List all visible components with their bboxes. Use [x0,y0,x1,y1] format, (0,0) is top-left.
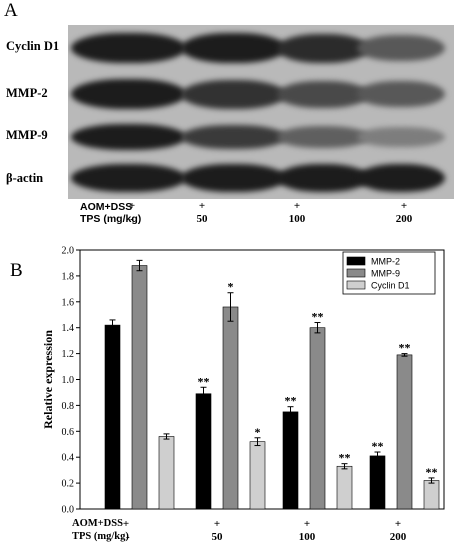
legend-swatch [346,256,366,266]
legend-swatch [346,280,366,290]
bar-mmp-9 [309,327,326,510]
bar-cyclin-d1 [158,436,175,510]
blot-aom-value-3: + [293,200,301,212]
chart-tps-value-3: 100 [298,531,316,543]
blot-band [180,80,286,109]
y-tick-label: 0.8 [62,401,75,412]
chart-aom-value-3: + [303,518,311,530]
blot-band [70,33,186,63]
y-tick-label: 0.0 [62,505,75,516]
blot-band [277,164,369,192]
y-tick-label: 0.2 [62,479,75,490]
y-tick-label: 1.4 [62,323,75,334]
chart-tps-value-2: 50 [211,531,223,543]
bar-mmp-9 [396,354,413,510]
y-tick-label: 2.0 [62,246,75,257]
blot-tps-value-2: 50 [196,213,208,225]
blot-aom-dss-label: AOM+DSS [80,201,133,213]
blot-label-beta-actin: β-actin [6,171,44,185]
blot-tps-label: TPS (mg/kg) [80,213,142,225]
blot-aom-value-1: + [128,200,136,212]
blot-band [180,164,286,192]
y-tick-label: 1.0 [62,375,75,386]
panel-b-letter: B [10,260,23,281]
blot-band [180,33,286,63]
blot-label-cyclin-d1: Cyclin D1 [6,39,60,53]
bar-mmp-2 [282,411,299,510]
blot-band [357,164,445,192]
blot-aom-value-4: + [400,200,408,212]
blot-tps-value-1: - [130,213,134,225]
chart-aom-value-4: + [394,518,402,530]
blot-band [357,35,445,61]
blot-band [70,79,186,109]
y-tick-label: 1.6 [62,297,75,308]
blot-band [277,81,369,108]
blot-band [70,124,186,150]
blot-aom-value-2: + [198,200,206,212]
bar-mmp-9 [131,265,148,510]
significance-mark: ** [198,374,210,388]
blot-band [70,164,186,192]
blot-label-mmp9: MMP-9 [6,128,48,142]
blot-band [357,81,445,107]
y-tick-label: 0.6 [62,427,75,438]
significance-mark: ** [399,341,411,355]
bar-mmp-2 [369,455,386,510]
chart-tps-value-1: - [126,531,130,543]
significance-mark: ** [339,451,351,465]
significance-mark: ** [285,394,297,408]
significance-mark: * [255,425,261,439]
blot-band [357,127,445,147]
chart-aom-dss-label: AOM+DSS [72,518,123,529]
blot-band [180,125,286,149]
bar-cyclin-d1 [249,441,266,510]
panel-a-letter: A [4,0,18,21]
chart-aom-value-1: + [122,518,130,530]
blot-label-mmp2: MMP-2 [6,86,48,100]
significance-mark: * [228,280,234,294]
significance-mark: ** [372,439,384,453]
legend-label: Cyclin D1 [371,281,410,291]
chart-aom-value-2: + [213,518,221,530]
blot-band [277,34,369,63]
legend-label: MMP-9 [371,269,400,279]
bar-mmp-9 [222,306,239,510]
chart-tps-label: TPS (mg/kg) [72,531,129,542]
significance-mark: ** [426,465,438,479]
blot-strip-cyclin-d1 [68,25,454,71]
blot-tps-value-3: 100 [288,213,306,225]
blot-tps-value-4: 200 [395,213,413,225]
bar-mmp-2 [195,393,212,510]
legend-label: MMP-2 [371,257,400,267]
blot-strip-beta-actin [68,157,454,199]
blot-band [277,126,369,148]
y-tick-label: 1.8 [62,271,75,282]
y-tick-label: 1.2 [62,349,75,360]
significance-mark: ** [312,310,324,324]
bar-cyclin-d1 [336,465,353,510]
y-axis-label: Relative expression [41,330,55,429]
y-tick-label: 0.4 [62,453,75,464]
blot-strip-mmp9 [68,117,454,157]
bar-mmp-2 [104,324,121,510]
blot-strip-mmp2 [68,71,454,117]
chart-tps-value-4: 200 [389,531,407,543]
bar-cyclin-d1 [423,480,440,510]
legend-swatch [346,268,366,278]
